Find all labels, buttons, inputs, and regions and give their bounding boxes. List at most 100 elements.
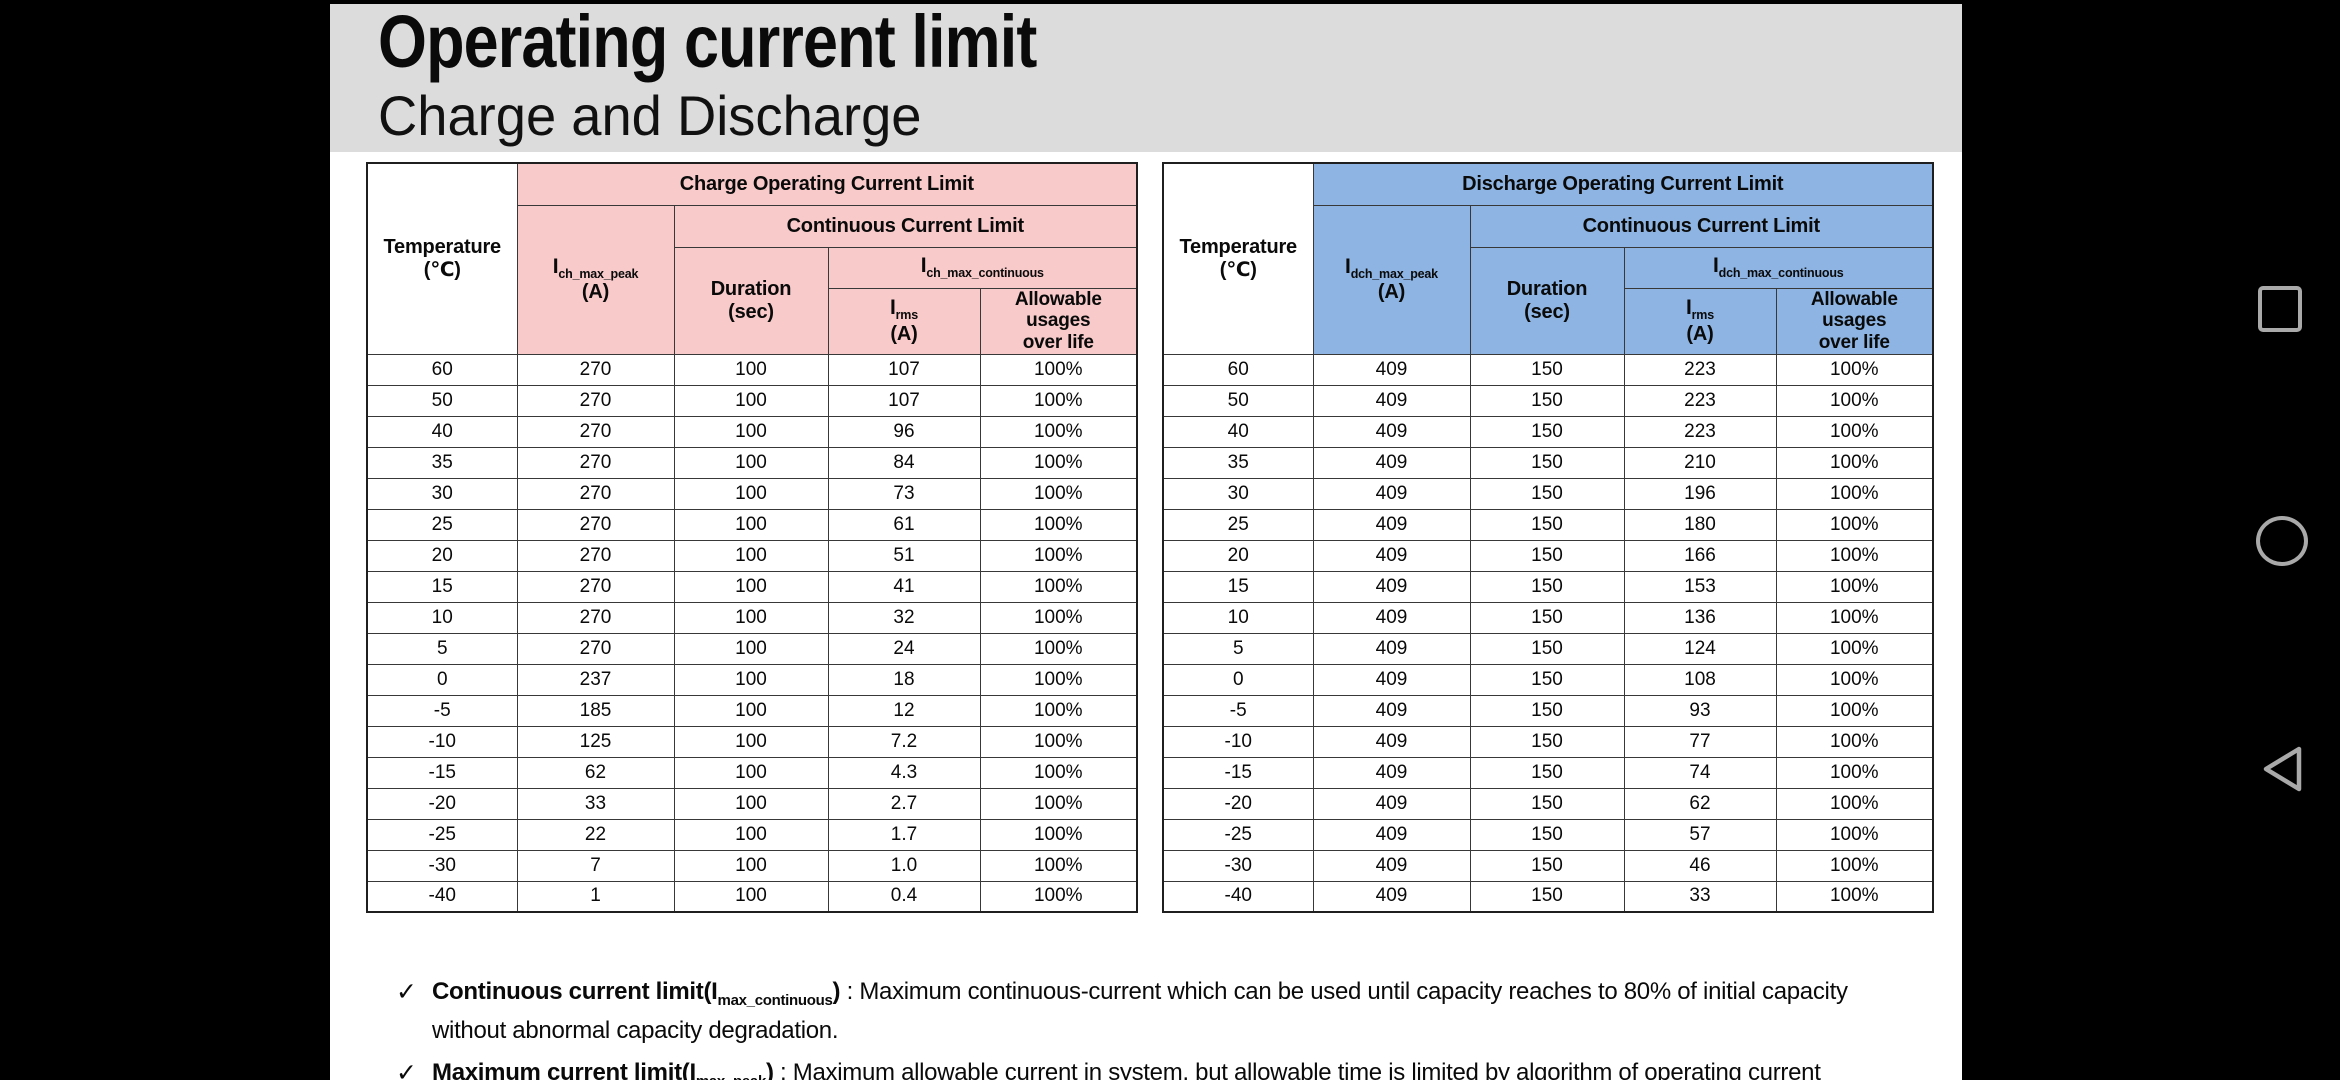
- table-cell: 270: [516, 601, 675, 634]
- table-cell: 100%: [1775, 446, 1934, 479]
- table-cell: 270: [516, 415, 675, 448]
- table-cell: -30: [366, 849, 518, 882]
- table-cell: 124: [1623, 632, 1777, 665]
- table-cell: 100%: [1775, 508, 1934, 541]
- note-text: Maximum current limit(Imax_peak) : Maxim…: [432, 1058, 1821, 1080]
- table-cell: 18: [827, 663, 981, 696]
- table-row: 5 270 100 24 100%: [366, 632, 1138, 665]
- note-text: Continuous current limit(Imax_continuous…: [432, 978, 1848, 1044]
- table-cell: 4.3: [827, 756, 981, 789]
- table-cell: 150: [1469, 508, 1625, 541]
- table-row: 50 270 100 107 100%: [366, 384, 1138, 417]
- table-cell: 25: [1162, 508, 1314, 541]
- table-cell: 50: [1162, 384, 1314, 417]
- table-row: 15 409 150 153 100%: [1162, 570, 1934, 603]
- col-header-temperature: Temperature (℃): [366, 162, 518, 355]
- table-cell: 270: [516, 508, 675, 541]
- table-cell: 100%: [979, 787, 1138, 820]
- table-cell: 409: [1312, 787, 1471, 820]
- table-cell: 10: [366, 601, 518, 634]
- table-row: -20 33 100 2.7 100%: [366, 787, 1138, 820]
- table-cell: 100%: [979, 415, 1138, 448]
- table-cell: 0: [1162, 663, 1314, 696]
- table-cell: 0: [366, 663, 518, 696]
- table-cell: 100%: [979, 818, 1138, 851]
- table-cell: 150: [1469, 632, 1625, 665]
- table-cell: 150: [1469, 880, 1625, 913]
- table-cell: 84: [827, 446, 981, 479]
- table-cell: 270: [516, 384, 675, 417]
- table-cell: -20: [366, 787, 518, 820]
- table-cell: -10: [366, 725, 518, 758]
- table-cell: 57: [1623, 818, 1777, 851]
- charge-table: Temperature (℃) Charge Operating Current…: [366, 162, 1139, 913]
- table-cell: 100%: [979, 880, 1138, 913]
- page-title: Operating current limit: [378, 0, 1037, 83]
- table-cell: 50: [366, 384, 518, 417]
- col-header-peak-current: Idch_max_peak (A): [1312, 204, 1471, 355]
- table-cell: 100: [673, 539, 829, 572]
- table-cell: 100%: [979, 384, 1138, 417]
- col-header-irms: Irms (A): [827, 287, 981, 355]
- table-cell: 93: [1623, 694, 1777, 727]
- back-button[interactable]: [2258, 742, 2308, 796]
- table-cell: 210: [1623, 446, 1777, 479]
- table-cell: 100%: [979, 446, 1138, 479]
- table-cell: 100%: [1775, 539, 1934, 572]
- table-cell: 150: [1469, 446, 1625, 479]
- notes: ✓ Continuous current limit(Imax_continuo…: [396, 977, 1916, 1080]
- col-header-max-continuous: Ich_max_continuous: [827, 246, 1138, 289]
- table-row: 40 409 150 223 100%: [1162, 415, 1934, 448]
- table-cell: 150: [1469, 353, 1625, 386]
- table-cell: 2.7: [827, 787, 981, 820]
- recents-button[interactable]: [2258, 286, 2302, 332]
- table-cell: 40: [366, 415, 518, 448]
- table-row: -25 22 100 1.7 100%: [366, 818, 1138, 851]
- table-cell: 100%: [1775, 632, 1934, 665]
- table-cell: 100%: [1775, 477, 1934, 510]
- home-button[interactable]: [2256, 516, 2308, 566]
- table-cell: 22: [516, 818, 675, 851]
- table-cell: 5: [366, 632, 518, 665]
- table-row: 50 409 150 223 100%: [1162, 384, 1934, 417]
- table-cell: 100%: [1775, 384, 1934, 417]
- table-cell: 100%: [979, 632, 1138, 665]
- table-cell: 33: [1623, 880, 1777, 913]
- table-cell: 35: [366, 446, 518, 479]
- table-cell: 100: [673, 849, 829, 882]
- table-cell: 100%: [1775, 353, 1934, 386]
- table-cell: -40: [1162, 880, 1314, 913]
- table-cell: 100: [673, 725, 829, 758]
- table-cell: 7: [516, 849, 675, 882]
- table-cell: 100%: [979, 508, 1138, 541]
- slide-top-edge: [330, 0, 1962, 4]
- table-cell: 100%: [979, 353, 1138, 386]
- table-cell: 185: [516, 694, 675, 727]
- table-cell: 136: [1623, 601, 1777, 634]
- table-row: 40 270 100 96 100%: [366, 415, 1138, 448]
- table-row: -40 1 100 0.4 100%: [366, 880, 1138, 913]
- table-cell: 150: [1469, 787, 1625, 820]
- table-cell: 223: [1623, 384, 1777, 417]
- table-cell: 100%: [1775, 415, 1934, 448]
- table-cell: 1.0: [827, 849, 981, 882]
- table-cell: 100%: [1775, 570, 1934, 603]
- table-cell: -25: [366, 818, 518, 851]
- table-cell: -5: [1162, 694, 1314, 727]
- table-cell: 409: [1312, 663, 1471, 696]
- table-cell: -25: [1162, 818, 1314, 851]
- table-cell: 150: [1469, 477, 1625, 510]
- table-row: 30 409 150 196 100%: [1162, 477, 1934, 510]
- table-cell: 270: [516, 539, 675, 572]
- table-cell: 409: [1312, 477, 1471, 510]
- col-header-max-continuous: Idch_max_continuous: [1623, 246, 1934, 289]
- discharge-table-title: Discharge Operating Current Limit: [1312, 162, 1934, 206]
- table-cell: 409: [1312, 539, 1471, 572]
- table-cell: 270: [516, 446, 675, 479]
- table-cell: 270: [516, 632, 675, 665]
- table-cell: 409: [1312, 415, 1471, 448]
- table-row: -5 185 100 12 100%: [366, 694, 1138, 727]
- table-cell: 100%: [979, 849, 1138, 882]
- table-cell: 409: [1312, 818, 1471, 851]
- table-cell: 30: [1162, 477, 1314, 510]
